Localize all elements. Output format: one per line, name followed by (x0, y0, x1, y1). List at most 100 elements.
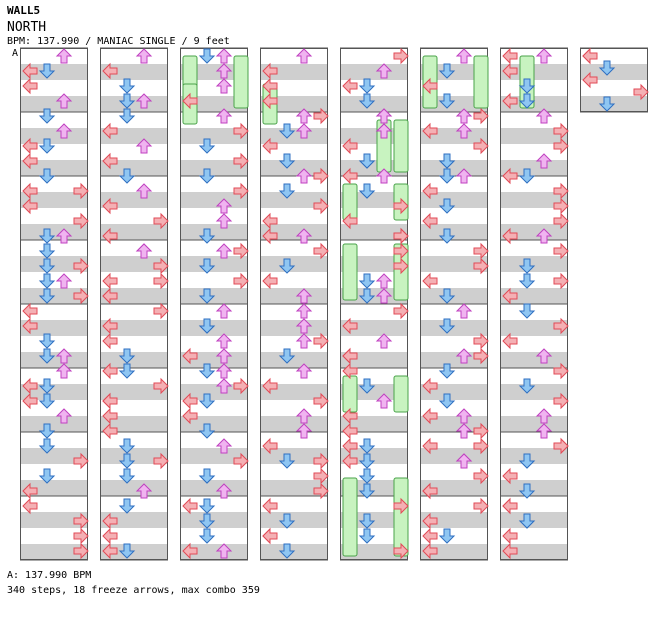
step-arrow (118, 78, 136, 94)
step-arrow (313, 107, 329, 125)
step-arrow (22, 377, 38, 395)
step-arrow (438, 63, 456, 79)
step-arrow (262, 227, 278, 245)
step-arrow (278, 513, 296, 529)
freeze-arrow (233, 55, 249, 109)
step-arrow (422, 77, 438, 95)
step-arrow (393, 542, 409, 560)
step-arrow (102, 197, 118, 215)
step-arrow (518, 513, 536, 529)
stripe (20, 256, 88, 272)
step-arrow (438, 168, 456, 184)
stripe (500, 256, 568, 272)
step-arrow (295, 228, 313, 244)
step-arrow (262, 527, 278, 545)
step-arrow (502, 527, 518, 545)
step-arrow (342, 317, 358, 335)
stripe (20, 416, 88, 432)
step-arrow (422, 437, 438, 455)
stripe (20, 128, 88, 144)
step-arrow (502, 62, 518, 80)
step-arrow (135, 243, 153, 259)
step-arrow (342, 137, 358, 155)
step-arrow (313, 242, 329, 260)
step-arrow (393, 497, 409, 515)
step-arrow (295, 363, 313, 379)
step-arrow (198, 228, 216, 244)
stripe (100, 384, 168, 400)
step-arrow (535, 348, 553, 364)
step-arrow (422, 122, 438, 140)
step-arrow (358, 468, 376, 484)
stripe (180, 160, 248, 176)
step-arrow (598, 96, 616, 112)
step-arrow (182, 407, 198, 425)
step-arrow (215, 363, 233, 379)
stripe (100, 448, 168, 464)
step-arrow (598, 60, 616, 76)
step-arrow (358, 183, 376, 199)
song-name: NORTH (7, 20, 47, 35)
step-arrow (215, 483, 233, 499)
step-arrow (535, 423, 553, 439)
freeze-arrow (393, 119, 409, 173)
step-arrow (342, 77, 358, 95)
step-arrow (22, 497, 38, 515)
step-arrow (215, 348, 233, 364)
step-arrow (182, 347, 198, 365)
stripe (500, 480, 568, 496)
stripe (340, 96, 408, 112)
step-arrow (438, 198, 456, 214)
step-arrow (553, 122, 569, 140)
step-arrow (295, 288, 313, 304)
step-arrow (233, 272, 249, 290)
step-arrow (518, 78, 536, 94)
step-arrow (55, 273, 73, 289)
step-arrow (582, 71, 598, 89)
step-arrow (455, 108, 473, 124)
step-arrow (633, 83, 649, 101)
step-arrow (553, 197, 569, 215)
step-arrow (438, 153, 456, 169)
step-arrow (153, 377, 169, 395)
step-arrow (118, 438, 136, 454)
step-arrow (473, 107, 489, 125)
step-arrow (295, 168, 313, 184)
stripe (260, 192, 328, 208)
step-arrow (73, 212, 89, 230)
step-arrow (358, 483, 376, 499)
stripe (500, 192, 568, 208)
step-arrow (215, 78, 233, 94)
step-arrow (262, 137, 278, 155)
step-arrow (262, 272, 278, 290)
step-arrow (535, 228, 553, 244)
step-arrow (358, 378, 376, 394)
step-arrow (455, 348, 473, 364)
step-arrow (38, 108, 56, 124)
step-arrow (375, 288, 393, 304)
stripe (420, 448, 488, 464)
step-arrow (118, 453, 136, 469)
step-arrow (73, 452, 89, 470)
step-arrow (473, 137, 489, 155)
step-arrow (22, 482, 38, 500)
step-arrow (22, 182, 38, 200)
step-arrow (553, 137, 569, 155)
step-arrow (313, 332, 329, 350)
step-arrow (553, 242, 569, 260)
step-arrow (73, 287, 89, 305)
step-arrow (215, 108, 233, 124)
step-arrow (473, 257, 489, 275)
step-arrow (233, 182, 249, 200)
step-arrow (422, 542, 438, 560)
step-arrow (553, 212, 569, 230)
step-arrow (278, 543, 296, 559)
step-arrow (102, 272, 118, 290)
step-arrow (342, 347, 358, 365)
step-arrow (473, 422, 489, 440)
stripe (500, 384, 568, 400)
step-arrow (295, 423, 313, 439)
stripe (100, 288, 168, 304)
step-arrow (313, 452, 329, 470)
step-arrow (22, 62, 38, 80)
